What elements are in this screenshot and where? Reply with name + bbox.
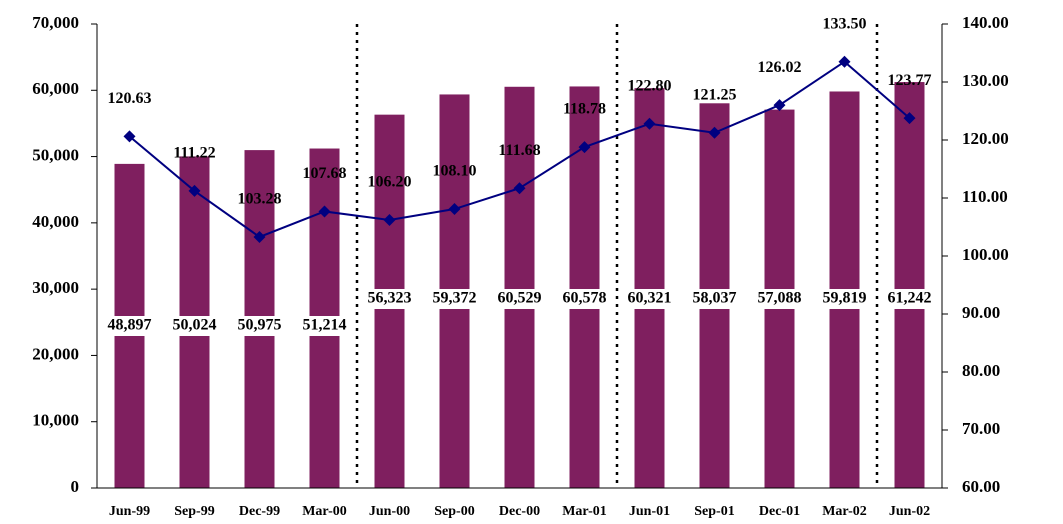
label-box: [358, 289, 421, 309]
bar-value-label: 50,024: [173, 317, 217, 334]
y2-tick-label: 100.00: [962, 245, 1009, 264]
marker: [838, 55, 851, 68]
bar-value-label: 59,372: [433, 290, 477, 307]
bar-value-label: 51,214: [303, 317, 347, 334]
label-box: [813, 289, 876, 309]
label-box: [553, 289, 616, 309]
x-tick-label: Dec-01: [759, 504, 800, 519]
line-value-label: 118.78: [563, 101, 606, 118]
y-tick-label: 70,000: [32, 13, 79, 32]
bar-value-label: 59,819: [823, 290, 867, 307]
marker: [318, 205, 331, 218]
y2-tick-label: 130.00: [962, 71, 1009, 90]
line-value-label: 111.68: [498, 142, 540, 159]
y-tick-label: 20,000: [32, 344, 79, 363]
bar-value-label: 58,037: [693, 290, 737, 307]
line-value-label: 107.68: [303, 165, 347, 182]
y-tick-label: 30,000: [32, 278, 79, 297]
x-tick-label: Jun-99: [109, 504, 150, 519]
y2-tick-label: 120.00: [962, 129, 1009, 148]
label-box: [748, 289, 811, 309]
marker: [188, 184, 201, 197]
y2-tick-label: 110.00: [962, 187, 1008, 206]
line-value-label: 106.20: [368, 174, 412, 191]
x-tick-label: Jun-02: [889, 504, 930, 519]
y-tick-label: 10,000: [32, 411, 79, 430]
bar-value-label: 56,323: [368, 290, 412, 307]
label-box: [488, 289, 551, 309]
line-value-label: 121.25: [693, 86, 737, 103]
x-tick-label: Sep-00: [434, 504, 474, 519]
marker: [448, 203, 461, 216]
marker: [643, 117, 656, 130]
line-value-label: 126.02: [758, 59, 802, 76]
x-tick-label: Mar-01: [562, 504, 607, 519]
label-box: [878, 289, 941, 309]
x-tick-label: Jun-01: [629, 504, 670, 519]
x-tick-label: Jun-00: [369, 504, 410, 519]
label-box: [683, 289, 746, 309]
y2-tick-label: 140.00: [962, 13, 1009, 32]
bar-value-label: 48,897: [108, 317, 152, 334]
marker: [578, 141, 591, 154]
x-tick-label: Mar-02: [822, 504, 867, 519]
marker: [123, 130, 136, 143]
bar-value-label: 60,529: [498, 290, 542, 307]
line-value-label: 123.77: [888, 72, 932, 89]
y2-tick-label: 80.00: [962, 361, 1000, 380]
line-value-label: 133.50: [823, 15, 867, 32]
marker: [513, 182, 526, 195]
bar: [504, 86, 535, 488]
y-tick-label: 50,000: [32, 145, 79, 164]
label-box: [228, 316, 291, 336]
marker: [708, 126, 721, 139]
line-value-label: 108.10: [433, 163, 477, 180]
x-tick-label: Sep-01: [694, 504, 734, 519]
line-value-label: 111.22: [173, 145, 215, 162]
y-tick-label: 0: [71, 477, 80, 496]
y-tick-label: 40,000: [32, 212, 79, 231]
bar-value-label: 57,088: [758, 290, 802, 307]
label-box: [423, 289, 486, 309]
bar-value-label: 61,242: [888, 290, 932, 307]
marker: [383, 214, 396, 227]
bar-value-label: 60,578: [563, 290, 607, 307]
x-tick-label: Sep-99: [174, 504, 214, 519]
y2-tick-label: 90.00: [962, 303, 1000, 322]
x-tick-label: Dec-99: [239, 504, 280, 519]
marker: [773, 99, 786, 112]
line-value-label: 122.80: [628, 77, 672, 94]
bar: [634, 88, 665, 488]
bar-value-label: 60,321: [628, 290, 672, 307]
marker: [903, 112, 916, 125]
x-tick-label: Mar-00: [302, 504, 347, 519]
label-box: [98, 316, 161, 336]
x-tick-label: Dec-00: [499, 504, 540, 519]
y2-tick-label: 70.00: [962, 419, 1000, 438]
label-box: [163, 316, 226, 336]
y2-tick-label: 60.00: [962, 477, 1000, 496]
label-box: [618, 289, 681, 309]
bar: [894, 82, 925, 488]
bar-value-label: 50,975: [238, 317, 282, 334]
line-value-label: 103.28: [238, 191, 282, 208]
label-box: [293, 316, 356, 336]
y-tick-label: 60,000: [32, 79, 79, 98]
marker: [253, 230, 266, 243]
line-value-label: 120.63: [108, 90, 152, 107]
